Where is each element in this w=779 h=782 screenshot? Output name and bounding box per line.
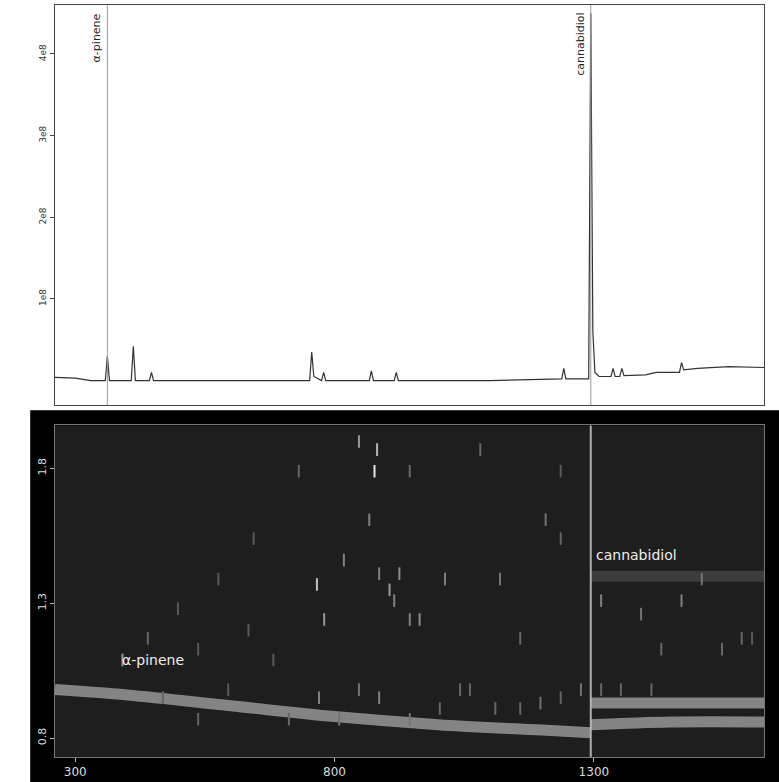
svg-text:1.8: 1.8 xyxy=(36,458,49,476)
svg-text:1300: 1300 xyxy=(579,765,610,779)
svg-text:α-pinene: α-pinene xyxy=(122,652,184,668)
svg-text:4e8: 4e8 xyxy=(38,44,48,61)
svg-text:2e8: 2e8 xyxy=(38,207,48,224)
svg-text:300: 300 xyxy=(64,765,87,779)
svg-text:1.3: 1.3 xyxy=(36,593,49,611)
svg-text:3e8: 3e8 xyxy=(38,126,48,143)
svg-text:cannabidiol: cannabidiol xyxy=(574,12,587,75)
svg-text:1e8: 1e8 xyxy=(38,289,48,306)
svg-text:800: 800 xyxy=(323,765,346,779)
svg-text:cannabidiol: cannabidiol xyxy=(596,547,677,563)
svg-text:α-pinene: α-pinene xyxy=(90,13,103,62)
svg-text:0.8: 0.8 xyxy=(36,728,49,746)
